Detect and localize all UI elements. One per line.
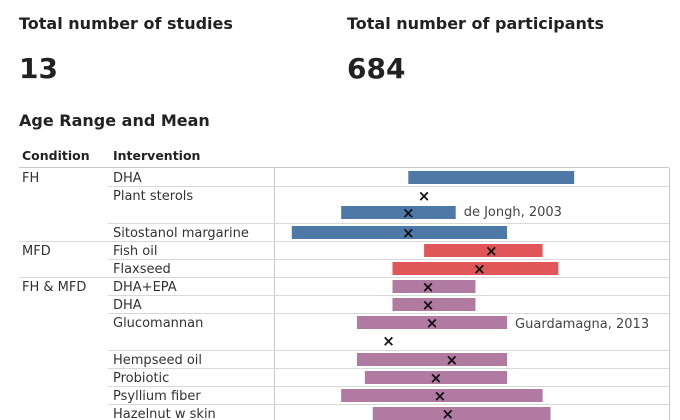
mean-marker: × [382, 332, 395, 350]
column-header-condition: Condition [22, 148, 90, 163]
range-bar [372, 407, 551, 420]
participants-kpi-label: Total number of participants [347, 14, 605, 33]
intervention-label: Probiotic [113, 371, 169, 386]
range-bar [392, 280, 476, 293]
intervention-label: Psyllium fiber [113, 389, 201, 404]
intervention-label: DHA [113, 171, 142, 186]
mean-marker: × [445, 351, 458, 369]
mean-marker: × [418, 187, 431, 205]
range-bar [341, 389, 543, 402]
intervention-label: Plant sterols [113, 189, 193, 204]
intervention-label: DHA+EPA [113, 280, 177, 295]
range-bar [341, 206, 456, 219]
intervention-label: Fish oil [113, 244, 157, 259]
mean-marker: × [442, 405, 455, 420]
mean-marker: × [426, 314, 439, 332]
intervention-label: Flaxseed [113, 262, 171, 277]
range-bar [356, 316, 508, 329]
range-bar [392, 298, 476, 311]
participants-kpi-value: 684 [347, 52, 406, 85]
study-annotation: Guardamagna, 2013 [515, 317, 649, 332]
intervention-label: Sitostanol margarine [113, 226, 249, 241]
condition-label: FH [22, 171, 39, 186]
study-annotation: de Jongh, 2003 [464, 205, 562, 220]
intervention-label: Hazelnut w skin [113, 407, 216, 420]
mean-marker: × [473, 260, 486, 278]
mean-marker: × [485, 242, 498, 260]
intervention-label: Hempseed oil [113, 353, 202, 368]
mean-marker: × [422, 296, 435, 314]
intervention-label: Glucomannan [113, 316, 203, 331]
studies-kpi-label: Total number of studies [19, 14, 233, 33]
range-bar [356, 353, 508, 366]
studies-kpi-value: 13 [19, 52, 58, 85]
mean-marker: × [422, 278, 435, 296]
condition-label: FH & MFD [22, 280, 86, 295]
range-bar [392, 262, 559, 275]
intervention-label: DHA [113, 298, 142, 313]
range-bar [424, 244, 543, 257]
mean-marker: × [434, 387, 447, 405]
mean-marker: × [402, 224, 415, 242]
column-header-intervention: Intervention [113, 148, 200, 163]
range-bar [364, 371, 508, 384]
range-bar [408, 171, 575, 184]
section-title: Age Range and Mean [19, 111, 210, 130]
range-bar [291, 226, 508, 239]
mean-marker: × [430, 369, 443, 387]
condition-label: MFD [22, 244, 51, 259]
mean-marker: × [402, 204, 415, 222]
